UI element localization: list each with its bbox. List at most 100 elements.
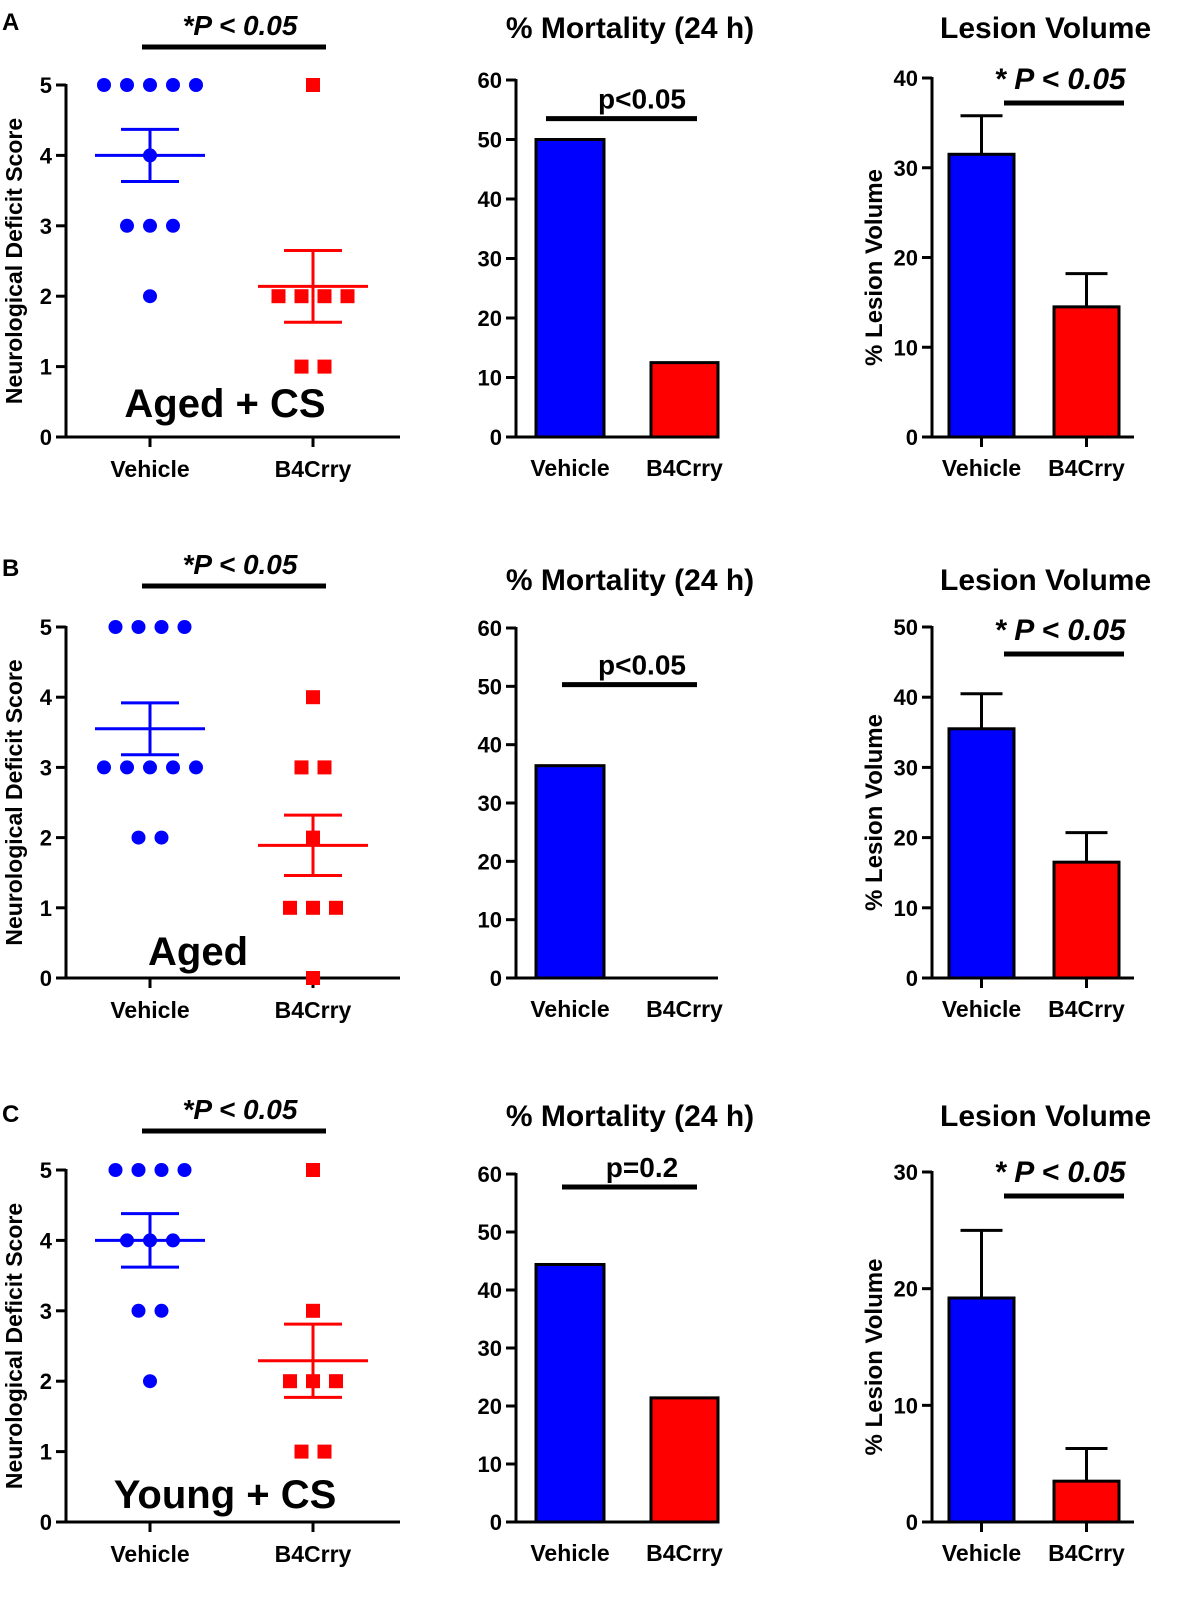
lesion-y-tick-label: 30 [894,1160,918,1185]
vehicle-point [154,1163,169,1177]
b4crry-point [340,289,355,304]
vehicle-point [166,218,180,233]
b4crry-point [271,289,286,304]
vehicle-point [143,760,157,775]
neuro-y-axis-label: Neurological Deficit Score [1,659,27,945]
lesion-y-tick-label: 20 [894,246,918,271]
significance-label: p<0.05 [598,84,686,115]
mortality-y-tick-label: 30 [478,791,502,816]
lesion-title: Lesion Volume [940,12,1151,45]
neuro-y-tick-label: 3 [40,214,52,239]
mortality-y-tick-label: 40 [478,187,502,212]
vehicle-point [166,760,180,775]
vehicle-point [120,760,134,775]
neuro-score-chart-A: 0 1 2 3 4 5 Neurological Deficit Score Vehicle B… [1,10,400,482]
mortality-x-tick-label: Vehicle [530,455,609,481]
neuro-score-chart-C: 0 1 2 3 4 5 Neurological Deficit Score Vehicle B… [1,1094,400,1567]
mortality-y-tick-label: 40 [478,733,502,758]
lesion-y-tick-label: 40 [894,66,918,91]
neuro-y-tick-label: 5 [40,1158,52,1183]
vehicle-point [189,78,203,92]
lesion-x-tick-label: B4Crry [1048,455,1125,481]
vehicle-point [154,830,169,845]
b4crry-point [306,1303,320,1318]
lesion-x-tick-label: Vehicle [942,455,1021,481]
mortality-x-tick-label: B4Crry [646,996,723,1022]
lesion-x-tick-label: B4Crry [1048,996,1125,1022]
lesion-y-tick-label: 40 [894,685,918,710]
neuro-x-tick-label: Vehicle [110,997,189,1023]
vehicle-point [143,289,157,304]
group-label: Young + CS [114,1473,337,1517]
mortality-y-tick-label: 60 [478,616,502,641]
b4crry-point [294,1444,309,1459]
neuro-y-axis-label: Neurological Deficit Score [1,118,27,404]
lesion-title: Lesion Volume [940,1100,1151,1133]
lesion-x-tick-label: Vehicle [942,996,1021,1022]
vehicle-point [154,1303,169,1318]
lesion-y-tick-label: 10 [894,335,918,360]
b4crry-bar [649,1396,720,1524]
mortality-x-tick-label: B4Crry [646,455,723,481]
mortality-y-tick-label: 50 [478,1220,502,1245]
vehicle-point [143,78,157,92]
mortality-y-tick-label: 10 [478,908,502,933]
vehicle-point [97,78,111,92]
b4crry-point [294,289,309,304]
significance-label: *P < 0.05 [183,1094,298,1125]
mortality-y-tick-label: 30 [478,1336,502,1361]
b4crry-bar [649,361,720,439]
neuro-x-tick-label: B4Crry [275,456,352,482]
significance-label: * P < 0.05 [994,614,1127,647]
b4crry-point [294,760,309,775]
vehicle-point [177,1163,192,1177]
vehicle-point [166,78,180,92]
group-label: Aged [148,930,248,974]
vehicle-point [131,1163,146,1177]
neuro-y-tick-label: 4 [40,143,53,168]
b4crry-point [317,1444,332,1459]
vehicle-point [131,620,146,634]
mortality-title: % Mortality (24 h) [506,1100,754,1133]
mortality-x-tick-label: Vehicle [530,1540,609,1566]
vehicle-bar [534,764,606,980]
mortality-y-tick-label: 50 [478,674,502,699]
b4crry-point [306,78,320,92]
mortality-chart-C: % Mortality (24 h) Vehicle B4Crry 0 10 20 30 40… [478,1100,755,1566]
neuro-y-tick-label: 1 [40,1440,52,1465]
lesion-y-tick-label: 50 [894,615,918,640]
mortality-y-tick-label: 20 [478,306,502,331]
vehicle-bar [534,138,606,439]
vehicle-point [108,1163,123,1177]
neuro-y-tick-label: 4 [40,1228,53,1253]
lesion-y-axis-label: % Lesion Volume [861,169,888,366]
row-C: C 0 1 2 3 4 5 Neurological Deficit Score Vehicle… [1,1094,1151,1567]
mortality-y-tick-label: 40 [478,1278,502,1303]
vehicle-bar [947,152,1016,439]
mortality-y-tick-label: 10 [478,366,502,391]
row-A: A 0 1 2 3 4 5 Neurological Deficit Score Vehicle… [1,9,1151,482]
mortality-y-tick-label: 50 [478,128,502,153]
neuro-x-tick-label: Vehicle [110,456,189,482]
neuro-y-axis-label: Neurological Deficit Score [1,1203,27,1489]
b4crry-point [306,900,320,915]
lesion-y-tick-label: 10 [894,896,918,921]
vehicle-bar [947,727,1016,980]
lesion-chart-A: Lesion Volume % Lesion Volume Vehicle B4Crr… [861,12,1151,481]
lesion-y-tick-label: 0 [906,425,918,450]
vehicle-point [120,78,134,92]
lesion-chart-C: Lesion Volume % Lesion Volume Vehicle B4Crr… [861,1100,1151,1566]
neuro-y-tick-label: 1 [40,355,52,380]
vehicle-point [108,620,123,634]
lesion-y-tick-label: 20 [894,1277,918,1302]
neuro-y-tick-label: 1 [40,896,52,921]
mortality-title: % Mortality (24 h) [506,564,754,597]
vehicle-point [189,760,203,775]
panel-label-C: C [2,1101,19,1128]
neuro-x-tick-label: B4Crry [275,1541,352,1567]
row-B: B 0 1 2 3 4 5 Neurological Deficit Score Vehicle… [1,549,1151,1023]
lesion-title: Lesion Volume [940,564,1151,597]
neuro-y-tick-label: 2 [40,284,52,309]
b4crry-point [306,690,320,705]
